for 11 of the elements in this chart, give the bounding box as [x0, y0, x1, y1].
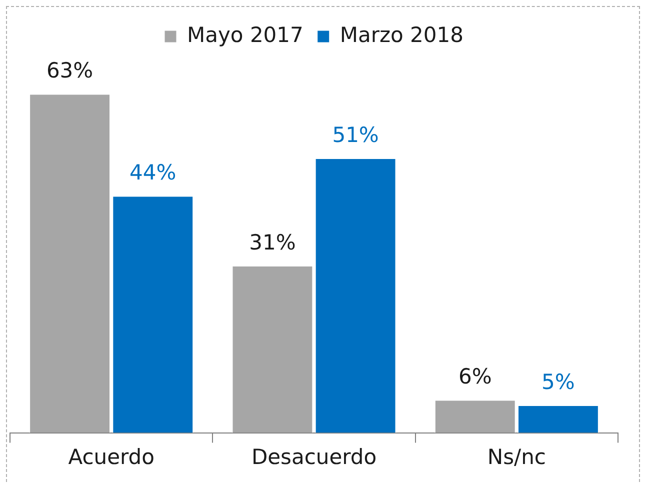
- x-tick-label: Acuerdo: [68, 444, 154, 469]
- x-tick-label: Desacuerdo: [251, 444, 377, 469]
- x-tick-label: Ns/nc: [487, 444, 546, 469]
- data-label: 63%: [46, 58, 94, 83]
- data-label: 51%: [332, 122, 379, 147]
- data-label: 5%: [542, 370, 575, 394]
- data-label: 6%: [458, 364, 492, 389]
- legend-label: Mayo 2017: [187, 22, 304, 47]
- data-label: 31%: [249, 230, 296, 254]
- data-label: 44%: [130, 160, 176, 185]
- legend-label: Marzo 2018: [340, 22, 464, 47]
